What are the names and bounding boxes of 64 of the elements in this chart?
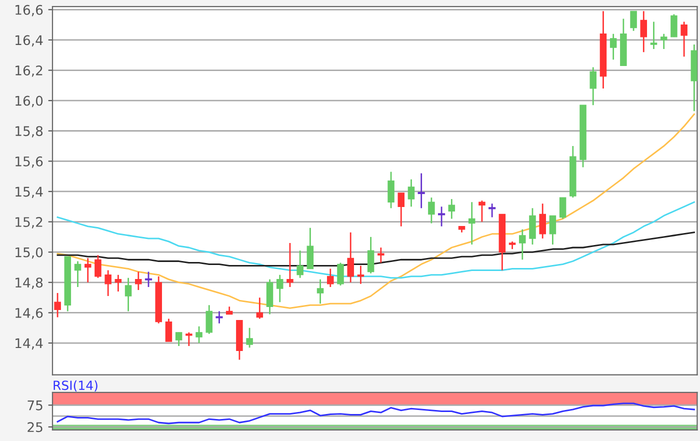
y-tick-label: 14,4 (16, 338, 43, 350)
candlestick (630, 10, 637, 32)
candlestick (94, 254, 102, 279)
candlestick (74, 260, 82, 288)
y-tick-label: 16,6 (16, 4, 43, 16)
candlestick (286, 242, 294, 288)
y-tick-label: 15,8 (16, 126, 43, 138)
y-tick-label: 15,0 (16, 247, 43, 259)
line-series (56, 113, 695, 309)
y-tick-label: 25 (28, 422, 42, 432)
candlestick (539, 202, 546, 240)
candlestick (84, 257, 92, 284)
candlestick (650, 21, 658, 50)
candlestick (660, 33, 668, 50)
y-tick-label: 14,6 (16, 308, 43, 320)
candlestick (388, 171, 394, 209)
y-tick-label: 75 (28, 400, 42, 410)
candlestick (468, 201, 476, 246)
candlestick (256, 296, 264, 320)
candlestick (408, 178, 415, 208)
candlestick (175, 332, 182, 347)
line-series (56, 201, 695, 279)
candlestick (549, 215, 556, 246)
candlestick (306, 227, 314, 270)
candlestick (54, 292, 61, 318)
candlestick (398, 192, 405, 228)
candlestick (327, 268, 334, 288)
candlestick (337, 262, 344, 286)
candlestick (347, 232, 354, 284)
candlestick (378, 246, 384, 264)
candlestick (206, 304, 213, 335)
candlestick (104, 270, 112, 297)
line-series (56, 402, 695, 424)
y-tick-label: 15,6 (16, 156, 43, 168)
candlestick (114, 274, 122, 292)
candlestick (276, 274, 284, 303)
candlestick (124, 277, 132, 312)
candlestick (367, 236, 374, 274)
candlestick (135, 271, 142, 291)
y-tick-label: 16,0 (16, 96, 43, 108)
candlestick (448, 198, 456, 220)
y-tick-label: 16,2 (16, 65, 42, 77)
candlestick (529, 207, 536, 246)
candlestick (478, 200, 486, 222)
candlestick (357, 265, 364, 285)
y-tick-label: 14,8 (16, 278, 43, 289)
candlestick (670, 13, 678, 38)
candlestick (519, 228, 526, 260)
candlestick (610, 33, 617, 60)
y-tick-label: 15,4 (16, 186, 43, 198)
candlestick (186, 332, 192, 347)
candlestick (165, 318, 172, 342)
candlestick (196, 326, 202, 344)
candlestick (559, 196, 566, 220)
candlestick (640, 10, 648, 53)
candlestick (680, 21, 688, 58)
y-tick-label: 16,4 (16, 35, 43, 46)
candlestick (246, 327, 253, 348)
candlestick (428, 196, 435, 224)
chart-title: RSI(14) (54, 380, 98, 392)
candlestick (296, 250, 304, 279)
y-tick-label: 15,2 (16, 217, 42, 228)
candlestick (316, 278, 324, 304)
candlestick (590, 66, 596, 106)
